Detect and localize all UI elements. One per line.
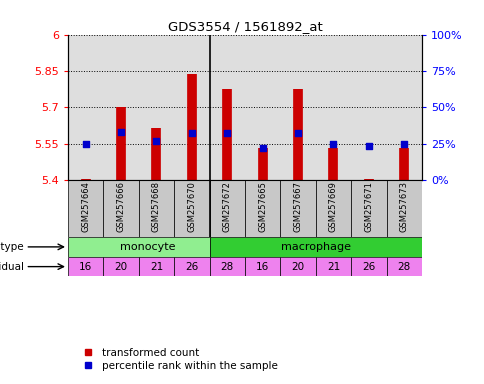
Bar: [209, 257, 244, 276]
Point: [223, 130, 230, 136]
Text: cell type: cell type: [0, 242, 24, 252]
Text: 20: 20: [291, 262, 304, 271]
Point: [152, 137, 160, 144]
Bar: [280, 257, 315, 276]
Bar: [103, 35, 138, 180]
Bar: [280, 35, 315, 180]
Text: macrophage: macrophage: [280, 242, 350, 252]
Bar: [315, 180, 350, 237]
Text: GSM257671: GSM257671: [363, 181, 373, 232]
Bar: [386, 257, 421, 276]
Point: [81, 141, 89, 147]
Bar: [174, 35, 209, 180]
Text: 21: 21: [326, 262, 339, 271]
Bar: [280, 180, 315, 237]
Bar: [138, 180, 174, 237]
Point: [329, 141, 336, 147]
Point: [117, 129, 125, 135]
Text: individual: individual: [0, 262, 24, 271]
Title: GDS3554 / 1561892_at: GDS3554 / 1561892_at: [167, 20, 322, 33]
Bar: [209, 180, 244, 237]
Bar: [244, 257, 280, 276]
Bar: [386, 180, 421, 237]
Text: 21: 21: [150, 262, 163, 271]
Bar: [350, 35, 386, 180]
Text: GSM257670: GSM257670: [187, 181, 196, 232]
Bar: [68, 257, 103, 276]
Bar: [386, 35, 421, 180]
Bar: [68, 180, 103, 237]
Text: 20: 20: [114, 262, 127, 271]
Bar: [350, 257, 386, 276]
Bar: [350, 180, 386, 237]
Point: [364, 143, 372, 149]
Bar: [209, 237, 421, 257]
Bar: [315, 35, 350, 180]
Text: GSM257673: GSM257673: [399, 181, 408, 232]
Point: [187, 130, 195, 136]
Text: monocyte: monocyte: [120, 242, 175, 252]
Bar: [174, 180, 209, 237]
Bar: [68, 35, 103, 180]
Text: GSM257672: GSM257672: [222, 181, 231, 232]
Text: GSM257669: GSM257669: [328, 181, 337, 232]
Text: GSM257667: GSM257667: [293, 181, 302, 232]
Bar: [209, 35, 244, 180]
Text: 26: 26: [185, 262, 198, 271]
Bar: [244, 35, 280, 180]
Bar: [103, 180, 138, 237]
Bar: [138, 35, 174, 180]
Point: [293, 130, 301, 136]
Point: [258, 145, 266, 151]
Bar: [315, 257, 350, 276]
Bar: [103, 257, 138, 276]
Text: 16: 16: [79, 262, 92, 271]
Bar: [174, 257, 209, 276]
Point: [399, 141, 407, 147]
Text: GSM257668: GSM257668: [151, 181, 161, 232]
Text: 28: 28: [397, 262, 410, 271]
Text: GSM257665: GSM257665: [257, 181, 267, 232]
Legend: transformed count, percentile rank within the sample: transformed count, percentile rank withi…: [73, 344, 282, 375]
Bar: [138, 257, 174, 276]
Text: 28: 28: [220, 262, 233, 271]
Bar: [244, 180, 280, 237]
Text: 16: 16: [256, 262, 269, 271]
Bar: [68, 237, 209, 257]
Text: 26: 26: [362, 262, 375, 271]
Text: GSM257666: GSM257666: [116, 181, 125, 232]
Text: GSM257664: GSM257664: [81, 181, 90, 232]
